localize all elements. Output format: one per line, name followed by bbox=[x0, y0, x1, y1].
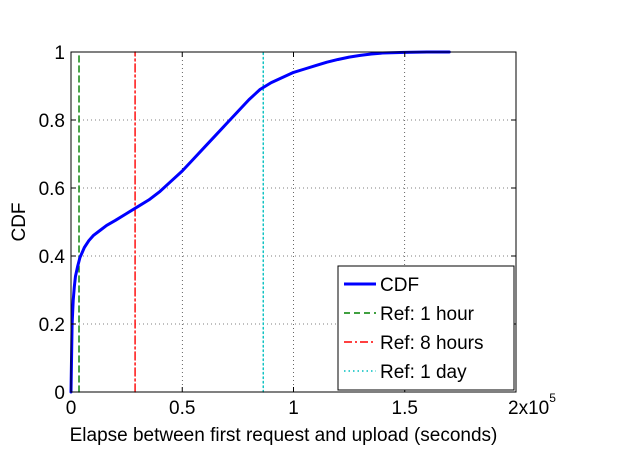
y-axis-title: CDF bbox=[9, 202, 30, 241]
x-axis-title: Elapse between first request and upload … bbox=[70, 425, 498, 446]
y-tick-label: 1 bbox=[54, 43, 65, 64]
y-tick-label: 0.2 bbox=[39, 315, 65, 336]
x-exponent: 5 bbox=[549, 391, 556, 405]
y-tick-label: 0.6 bbox=[39, 179, 65, 200]
legend-box bbox=[337, 265, 515, 391]
x-tick-label: 0 bbox=[66, 398, 77, 419]
legend-label: Ref: 1 hour bbox=[380, 304, 475, 325]
y-tick-label: 0.8 bbox=[39, 111, 65, 132]
legend-label: Ref: 8 hours bbox=[380, 333, 484, 354]
x-tick-label: 1 bbox=[288, 398, 299, 419]
legend: CDF Ref: 1 hour Ref: 8 hours Ref: 1 day bbox=[337, 265, 515, 391]
series-line-cdf bbox=[69, 50, 451, 394]
y-tick-label: 0 bbox=[54, 383, 65, 404]
grid-lines bbox=[71, 52, 516, 392]
legend-label: Ref: 1 day bbox=[380, 362, 467, 383]
tick-labels-group: 0 0.5 1 1.5 0 0.2 0.4 0.6 0.8 1 bbox=[39, 43, 418, 419]
y-tick-label: 0.4 bbox=[39, 247, 66, 268]
x-tick-label-last: 2x10 bbox=[508, 398, 549, 419]
series-group bbox=[69, 50, 451, 394]
x-tick-label: 0.5 bbox=[169, 398, 195, 419]
x-exponent-label: 2x105 bbox=[508, 391, 556, 419]
legend-label: CDF bbox=[380, 275, 419, 296]
x-tick-label: 1.5 bbox=[392, 398, 418, 419]
